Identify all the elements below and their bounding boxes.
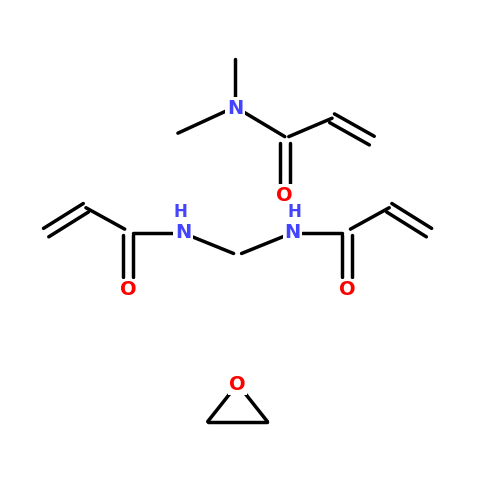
- Text: H: H: [288, 202, 302, 220]
- Text: O: O: [120, 280, 136, 299]
- Text: N: N: [175, 223, 191, 242]
- Text: N: N: [284, 223, 300, 242]
- Text: N: N: [227, 99, 243, 118]
- Text: H: H: [174, 202, 188, 220]
- Text: O: O: [276, 186, 293, 205]
- Text: O: O: [230, 375, 246, 394]
- Text: O: O: [338, 280, 355, 299]
